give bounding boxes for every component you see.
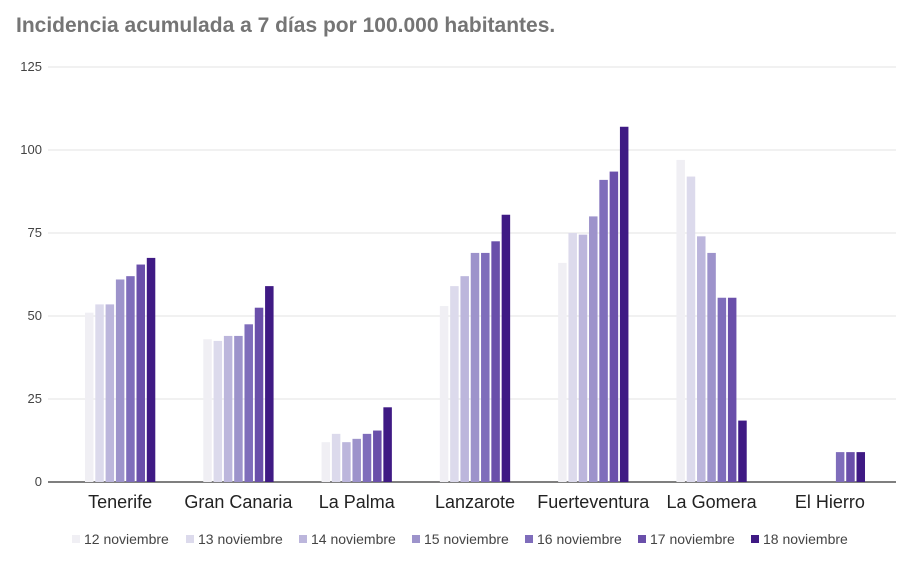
- legend-swatch: [72, 535, 80, 543]
- bar: [362, 433, 372, 482]
- bar: [835, 452, 845, 482]
- bar: [707, 252, 716, 482]
- bars: [84, 126, 866, 483]
- bar: [95, 304, 104, 482]
- legend-label: 13 noviembre: [198, 531, 283, 547]
- bar: [265, 286, 274, 482]
- bar: [84, 312, 94, 482]
- legend-item: 18 noviembre: [751, 531, 848, 547]
- legend-swatch: [751, 535, 759, 543]
- legend-swatch: [412, 535, 420, 543]
- y-tick-label: 25: [28, 391, 42, 406]
- legend-label: 14 noviembre: [311, 531, 396, 547]
- bar: [244, 324, 253, 482]
- legend: 12 noviembre 13 noviembre 14 noviembre 15 n…: [72, 531, 848, 547]
- legend-swatch: [299, 535, 307, 543]
- legend-item: 17 noviembre: [638, 531, 735, 547]
- bar: [609, 171, 619, 482]
- x-category-label: Gran Canaria: [184, 492, 293, 512]
- bar: [697, 236, 706, 482]
- bar: [846, 452, 855, 482]
- bar: [501, 214, 511, 483]
- bar: [450, 286, 459, 482]
- x-category-label: Lanzarote: [435, 492, 515, 512]
- bar: [568, 233, 577, 482]
- bar: [717, 297, 727, 482]
- bar: [589, 216, 598, 482]
- legend-label: 18 noviembre: [763, 531, 848, 547]
- legend-swatch: [638, 535, 646, 543]
- y-tick-label: 0: [35, 474, 42, 489]
- bar: [321, 442, 331, 482]
- bar: [115, 279, 125, 482]
- legend-label: 16 noviembre: [537, 531, 622, 547]
- legend-swatch: [186, 535, 194, 543]
- bar: [676, 159, 685, 482]
- bar: [105, 304, 115, 482]
- legend-item: 12 noviembre: [72, 531, 169, 547]
- bar: [213, 340, 223, 482]
- legend-item: 15 noviembre: [412, 531, 509, 547]
- bar: [383, 407, 392, 482]
- bar: [558, 262, 567, 482]
- legend-label: 15 noviembre: [424, 531, 509, 547]
- bar: [352, 438, 361, 482]
- x-category-label: El Hierro: [795, 492, 865, 512]
- legend-label: 12 noviembre: [84, 531, 169, 547]
- bar: [136, 264, 145, 482]
- bar: [146, 257, 156, 482]
- bar: [373, 430, 382, 482]
- legend-label: 17 noviembre: [650, 531, 735, 547]
- bar: [254, 307, 264, 482]
- bar: [856, 452, 866, 482]
- y-axis-tick-labels: 0 25 50 75 100 125: [20, 59, 42, 489]
- legend-item: 16 noviembre: [525, 531, 622, 547]
- bar: [439, 306, 449, 482]
- y-tick-label: 100: [20, 142, 42, 157]
- bar: [234, 335, 243, 482]
- x-category-label: Fuerteventura: [537, 492, 650, 512]
- chart-title: Incidencia acumulada a 7 días por 100.00…: [16, 14, 556, 37]
- y-tick-label: 125: [20, 59, 42, 74]
- bar: [342, 442, 351, 482]
- bar: [460, 276, 469, 482]
- bar: [599, 179, 608, 482]
- bar: [727, 297, 737, 482]
- bar: [491, 241, 500, 482]
- bar: [470, 252, 480, 482]
- bar: [223, 335, 233, 482]
- legend-item: 13 noviembre: [186, 531, 283, 547]
- bar: [619, 126, 629, 482]
- bar: [481, 252, 490, 482]
- x-axis-category-labels: Tenerife Gran Canaria La Palma Lanzarote Fue…: [88, 492, 865, 512]
- bar: [738, 420, 747, 482]
- y-tick-label: 50: [28, 308, 42, 323]
- bar: [578, 234, 588, 482]
- bar: [331, 433, 341, 482]
- legend-swatch: [525, 535, 533, 543]
- legend-item: 14 noviembre: [299, 531, 396, 547]
- x-category-label: La Palma: [319, 492, 396, 512]
- x-category-label: La Gomera: [667, 492, 758, 512]
- bar: [686, 176, 696, 482]
- bar: [126, 276, 135, 482]
- x-category-label: Tenerife: [88, 492, 152, 512]
- bar: [203, 339, 212, 482]
- y-tick-label: 75: [28, 225, 42, 240]
